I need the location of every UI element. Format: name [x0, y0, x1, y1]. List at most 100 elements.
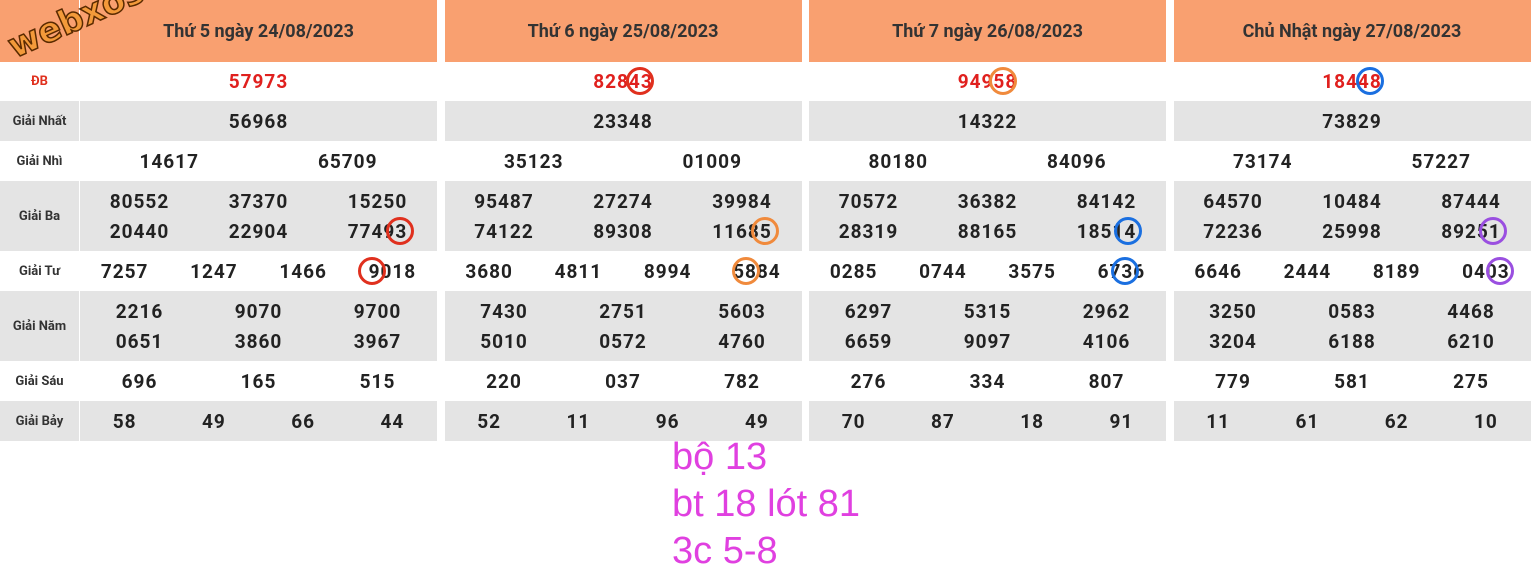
label-cell [0, 401, 79, 441]
row-label: Giải Tư [18, 263, 61, 279]
prize-number: 61 [1295, 409, 1320, 433]
prize-number: 4760 [718, 329, 766, 353]
prize-number: 4106 [1082, 329, 1131, 353]
prize-number: 0744 [919, 259, 967, 283]
prize-number: 14617 [139, 149, 199, 173]
circle [732, 257, 760, 285]
prize-cell [809, 181, 1166, 251]
prize-number: 80180 [868, 149, 928, 173]
prize-number: 779 [1215, 369, 1251, 393]
prize-number: 6659 [844, 329, 893, 353]
row-label: Giải Ba [18, 208, 61, 224]
prize-number: 44 [380, 409, 405, 433]
prize-cell [1173, 251, 1531, 291]
prize-cell [1173, 401, 1531, 441]
prize-cell [444, 141, 802, 181]
prize-number: 18514 [1076, 219, 1137, 243]
prize-cell [1173, 361, 1531, 401]
prize-number: 334 [969, 369, 1006, 393]
prize-number: 94958 [957, 70, 1018, 93]
prize-number: 01009 [682, 149, 742, 173]
prize-number: 3575 [1008, 259, 1056, 283]
prize-number: 275 [1453, 369, 1489, 393]
prize-number: 9700 [353, 299, 402, 323]
prize-number: 15250 [347, 189, 408, 213]
header-cell [0, 0, 79, 62]
prize-number: 72236 [1203, 219, 1263, 243]
prize-number: 27274 [593, 189, 653, 213]
prize-number: 6297 [844, 299, 893, 323]
prize-number: 0285 [829, 259, 878, 283]
row-label: Giải Nhì [16, 153, 63, 169]
prize-cell [80, 361, 437, 401]
header-cell [444, 0, 802, 62]
prize-number: 84096 [1046, 149, 1107, 173]
prize-number: 87444 [1441, 189, 1501, 213]
prize-cell [80, 401, 437, 441]
circle [989, 67, 1017, 95]
day-title: Thứ 5 ngày 24/08/2023 [163, 20, 354, 42]
day-title: Thứ 6 ngày 25/08/2023 [527, 20, 719, 42]
note: bộ 13 [672, 436, 768, 478]
prize-cell [1173, 181, 1531, 251]
prize-number: 581 [1334, 369, 1370, 393]
note: 3c 5-8 [672, 530, 778, 572]
prize-cell [80, 291, 437, 361]
circle [1114, 217, 1142, 245]
prize-number: 74122 [474, 219, 534, 243]
prize-number: 7257 [100, 259, 149, 283]
circle [358, 257, 386, 285]
row-label: Giải Nhất [12, 113, 67, 129]
prize-number: 3860 [234, 329, 283, 353]
prize-number: 6188 [1328, 329, 1376, 353]
circle [626, 67, 654, 95]
prize-number: 3204 [1209, 329, 1257, 353]
prize-number: 65709 [317, 149, 378, 173]
prize-number: 220 [486, 369, 522, 393]
row-label: Giải Sáu [15, 373, 64, 389]
prize-number: 515 [359, 369, 396, 393]
prize-number: 35123 [503, 149, 564, 173]
prize-number: 56968 [228, 109, 289, 133]
prize-cell [80, 101, 437, 141]
prize-cell [444, 101, 802, 141]
prize-cell [444, 181, 802, 251]
prize-number: 11685 [712, 219, 772, 243]
label-cell [0, 291, 79, 361]
prize-cell [444, 401, 802, 441]
header-cell [80, 0, 437, 62]
prize-cell [809, 251, 1166, 291]
prize-number: 807 [1088, 369, 1125, 393]
day-title: Thứ 7 ngày 26/08/2023 [892, 20, 1083, 42]
prize-number: 88165 [957, 219, 1018, 243]
prize-number: 28319 [838, 219, 899, 243]
prize-cell [80, 141, 437, 181]
prize-cell [80, 181, 437, 251]
prize-number: 6210 [1447, 329, 1495, 353]
prize-cell [1173, 141, 1531, 181]
prize-number: 276 [850, 369, 887, 393]
prize-number: 25998 [1322, 219, 1382, 243]
prize-number: 73174 [1232, 149, 1293, 173]
prize-number: 3250 [1209, 299, 1257, 323]
prize-cell [809, 101, 1166, 141]
prize-number: 7430 [480, 299, 528, 323]
prize-number: 20440 [109, 219, 170, 243]
prize-number: 95487 [474, 189, 534, 213]
prize-number: 91 [1109, 409, 1134, 433]
prize-number: 2751 [599, 299, 647, 323]
prize-number: 0583 [1328, 299, 1376, 323]
prize-number: 70572 [838, 189, 899, 213]
prize-number: 5315 [963, 299, 1012, 323]
circle [1479, 217, 1507, 245]
prize-number: 66 [291, 409, 316, 433]
prize-number: 4811 [554, 259, 603, 283]
prize-number: 52 [477, 409, 502, 433]
label-cell [0, 101, 79, 141]
prize-number: 22904 [228, 219, 289, 243]
prize-number: 10 [1473, 409, 1498, 433]
prize-cell [809, 401, 1166, 441]
prize-number: 58 [112, 409, 137, 433]
prize-cell [809, 141, 1166, 181]
